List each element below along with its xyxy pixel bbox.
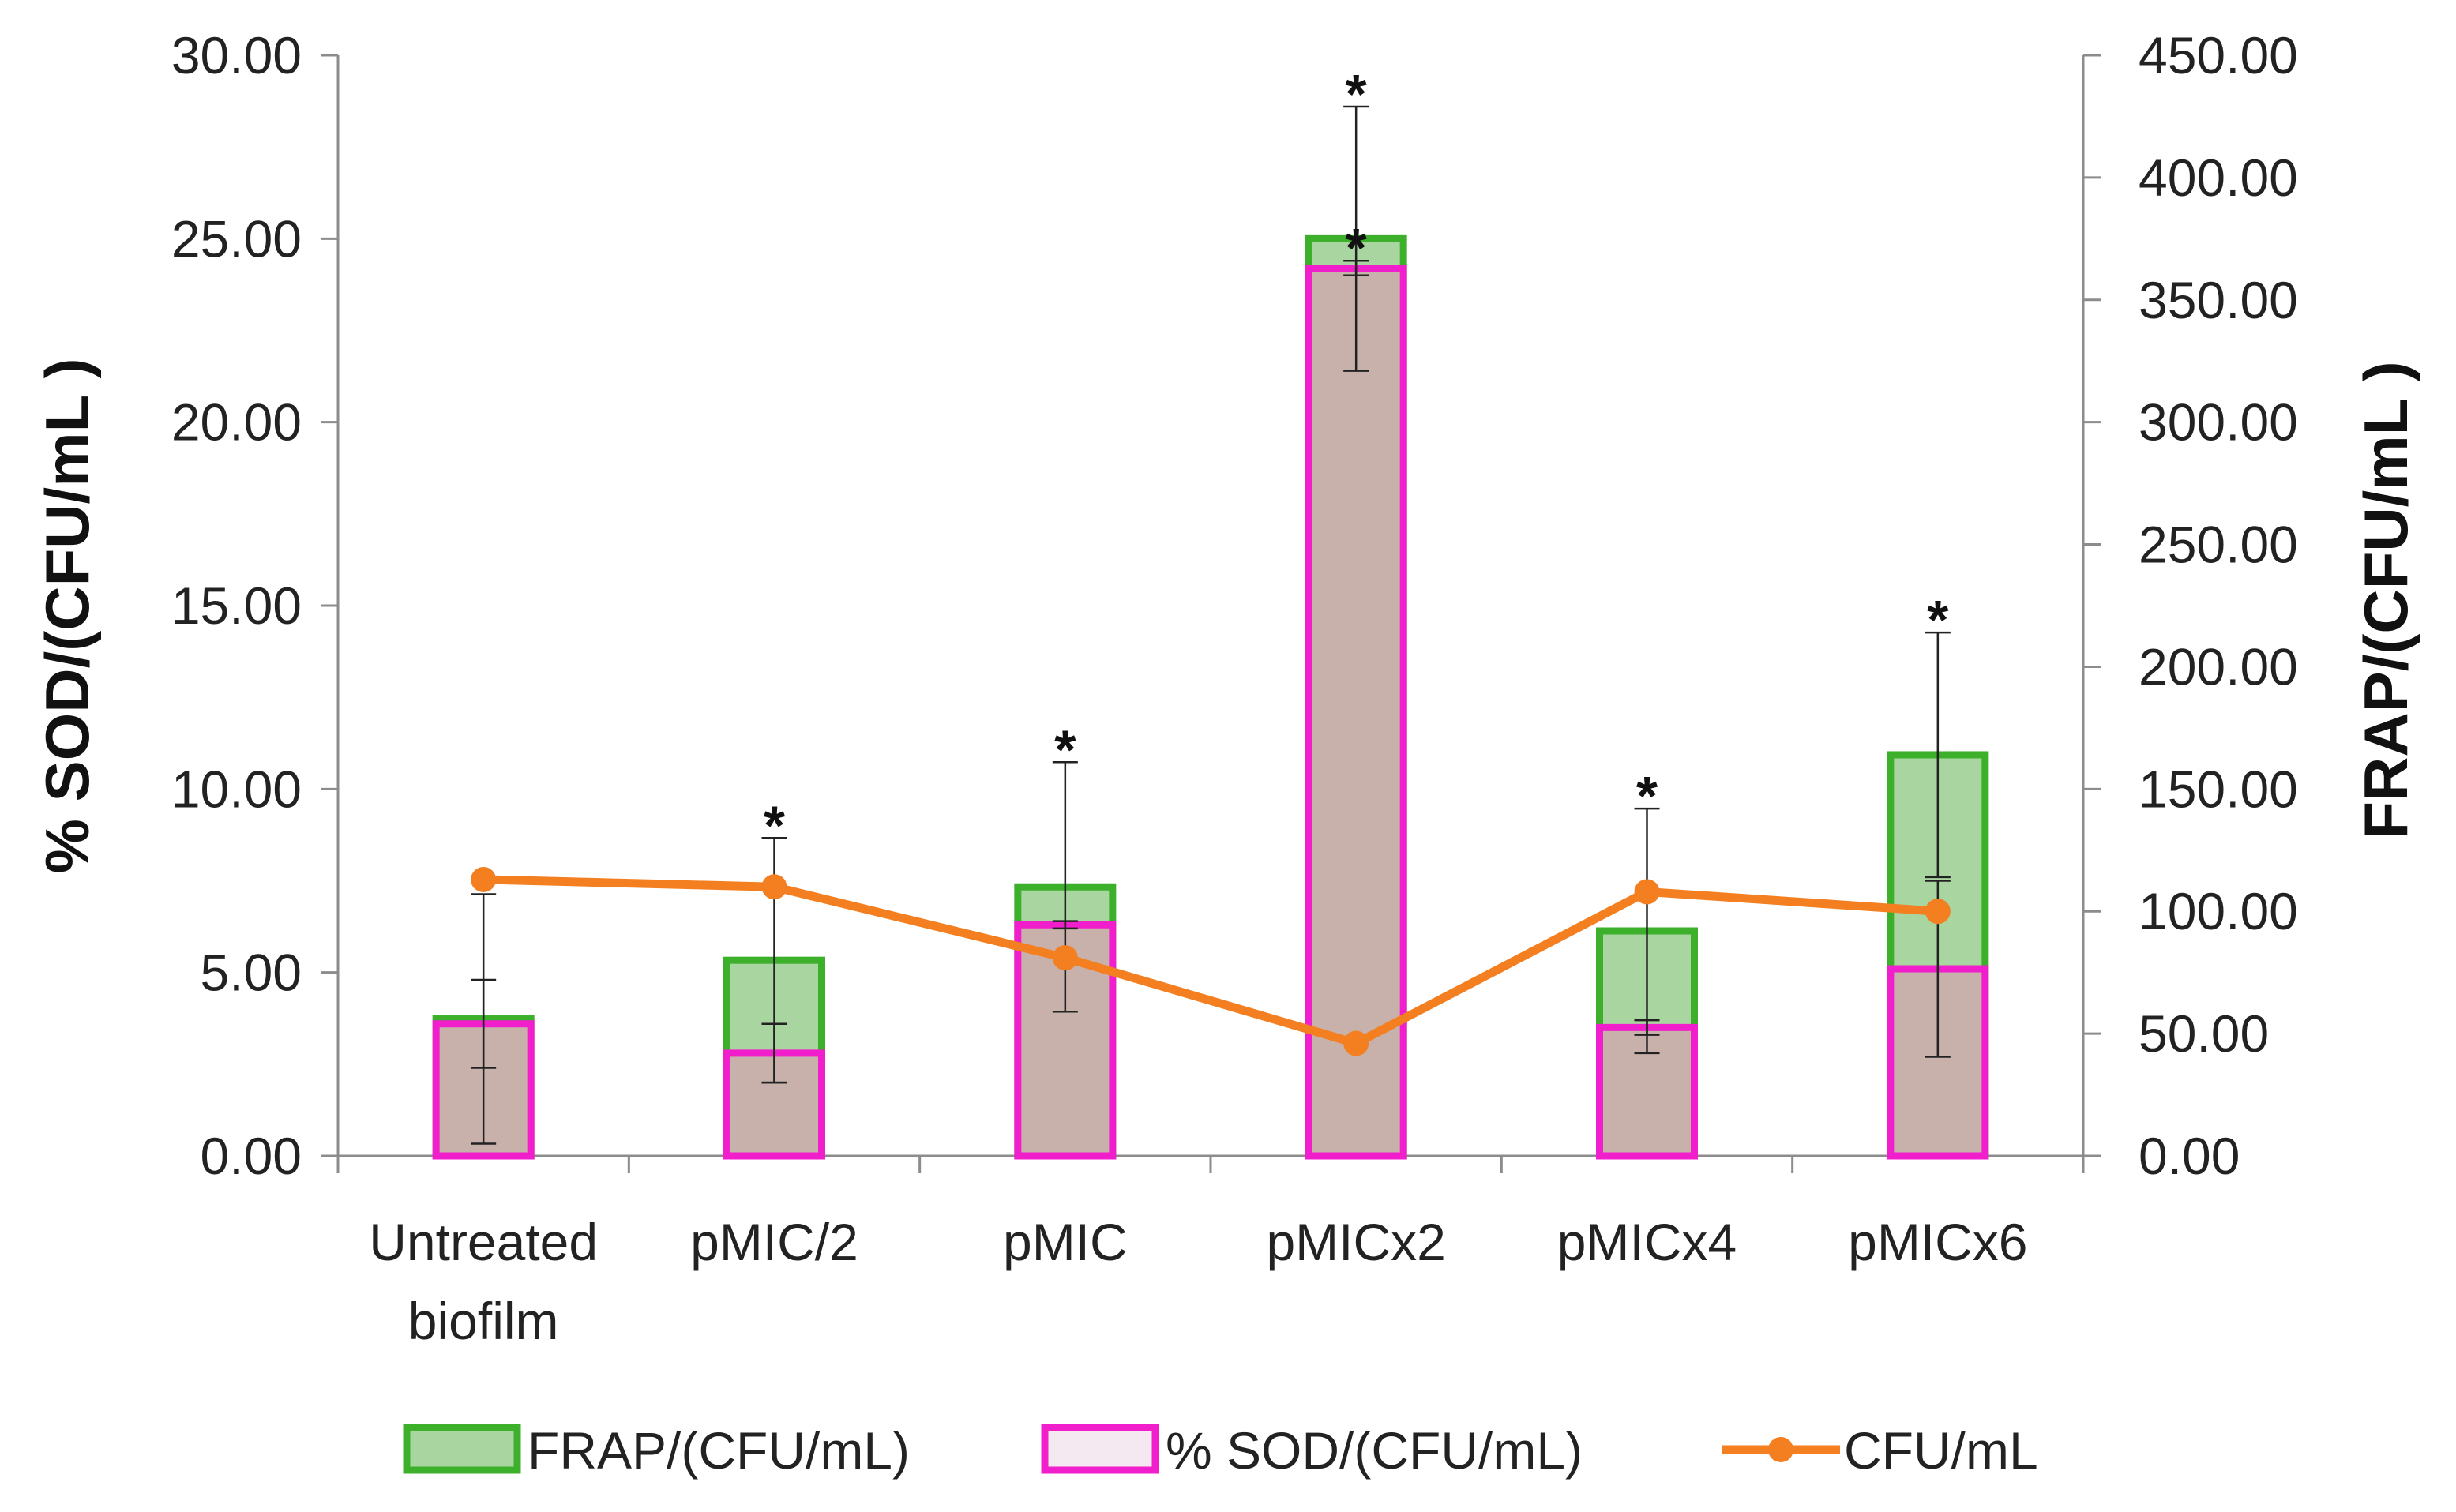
legend: FRAP/(CFU/mL) % SOD/(CFU/mL) CFU/mL xyxy=(403,1421,2038,1480)
legend-label-sod: % SOD/(CFU/mL) xyxy=(1166,1421,1583,1480)
right-tick-label: 450.00 xyxy=(2139,26,2298,84)
cfu-point xyxy=(1925,899,1951,925)
right-tick-label: 250.00 xyxy=(2139,516,2298,574)
legend-label-frap: FRAP/(CFU/mL) xyxy=(528,1421,910,1480)
error-bars xyxy=(471,105,1951,1145)
bars xyxy=(432,234,1989,1160)
right-axis-title: FRAP/(CFU/mL ) xyxy=(2351,361,2420,839)
sod-significance-star: * xyxy=(1346,217,1368,279)
right-tick-label: 0.00 xyxy=(2139,1127,2240,1185)
cfu-point xyxy=(761,874,787,900)
category-label: biofilm xyxy=(408,1292,559,1350)
category-label: pMIC xyxy=(1003,1213,1128,1271)
cfu-point xyxy=(1343,1030,1369,1056)
right-tick-label: 150.00 xyxy=(2139,760,2298,818)
left-tick-label: 0.00 xyxy=(201,1127,302,1185)
left-tick-label: 30.00 xyxy=(171,26,302,84)
left-tick-label: 25.00 xyxy=(171,209,302,268)
category-label: pMICx2 xyxy=(1266,1213,1445,1271)
right-tick-label: 50.00 xyxy=(2139,1004,2269,1063)
cfu-point xyxy=(1634,879,1660,905)
category-label: Untreated xyxy=(369,1213,598,1271)
axis-labels: 0.00 5.00 10.00 15.00 20.00 25.00 30.00 0.00 50.… xyxy=(171,26,2298,1350)
cfu-point xyxy=(1052,945,1078,971)
frap-significance-star: * xyxy=(1054,718,1076,780)
significance-markers: * * * * * * xyxy=(764,63,1949,856)
cfu-point xyxy=(471,866,497,892)
left-tick-label: 10.00 xyxy=(171,760,302,818)
category-label: pMICx4 xyxy=(1557,1213,1737,1271)
right-tick-label: 300.00 xyxy=(2139,393,2298,452)
right-tick-label: 100.00 xyxy=(2139,882,2298,940)
category-label: pMIC/2 xyxy=(690,1213,858,1271)
frap-significance-star: * xyxy=(764,794,786,856)
frap-significance-star: * xyxy=(1636,765,1658,827)
legend-label-cfu: CFU/mL xyxy=(1844,1421,2038,1480)
left-tick-label: 20.00 xyxy=(171,393,302,452)
legend-swatch-cfu-marker xyxy=(1768,1437,1793,1462)
axes xyxy=(321,54,2101,1173)
left-tick-label: 5.00 xyxy=(201,944,302,1002)
right-tick-label: 400.00 xyxy=(2139,148,2298,207)
left-tick-label: 15.00 xyxy=(171,576,302,635)
sod-bar xyxy=(1887,965,1989,1160)
legend-swatch-sod xyxy=(1041,1424,1159,1474)
cfu-line xyxy=(471,866,1951,1056)
right-tick-label: 200.00 xyxy=(2139,637,2298,696)
left-axis-title: % SOD/(CFU/mL ) xyxy=(32,358,102,874)
right-tick-label: 350.00 xyxy=(2139,271,2298,329)
frap-significance-star: * xyxy=(1927,589,1949,651)
cfu-line-path xyxy=(483,875,1939,1049)
frap-significance-star: * xyxy=(1346,63,1368,125)
legend-swatch-frap xyxy=(403,1424,521,1474)
category-label: pMICx6 xyxy=(1848,1213,2027,1271)
